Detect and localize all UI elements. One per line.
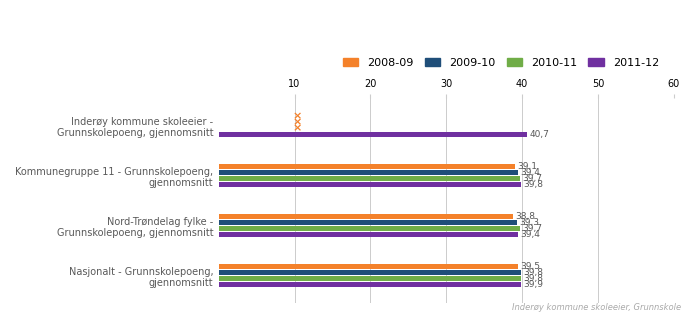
Text: 38,8: 38,8 — [515, 212, 535, 221]
Text: 39,5: 39,5 — [521, 262, 541, 271]
Text: 39,4: 39,4 — [520, 230, 540, 239]
Bar — [219, 264, 518, 269]
Text: ×: × — [292, 124, 302, 134]
Bar — [219, 164, 515, 169]
Bar — [219, 276, 521, 281]
Text: 39,1: 39,1 — [518, 162, 538, 171]
Text: 39,8: 39,8 — [523, 274, 543, 283]
Text: 39,8: 39,8 — [523, 180, 543, 189]
Bar — [219, 132, 528, 137]
Bar — [219, 226, 520, 231]
Bar — [219, 232, 518, 237]
Bar — [219, 182, 521, 187]
Legend: 2008-09, 2009-10, 2010-11, 2011-12: 2008-09, 2009-10, 2010-11, 2011-12 — [343, 58, 659, 68]
Text: 39,4: 39,4 — [520, 168, 540, 177]
Bar — [219, 220, 517, 225]
Text: Inderøy kommune skoleeier, Grunnskole: Inderøy kommune skoleeier, Grunnskole — [512, 303, 681, 312]
Text: 39,8: 39,8 — [523, 268, 543, 277]
Bar — [219, 270, 521, 275]
Bar — [219, 176, 520, 181]
Bar — [219, 214, 513, 219]
Text: ×: × — [292, 112, 302, 121]
Text: 39,9: 39,9 — [523, 280, 543, 289]
Text: 39,3: 39,3 — [519, 218, 539, 227]
Text: 39,7: 39,7 — [522, 224, 542, 233]
Text: 40,7: 40,7 — [530, 130, 550, 139]
Text: ×: × — [292, 118, 302, 128]
Bar — [219, 282, 521, 287]
Text: 39,7: 39,7 — [522, 174, 542, 183]
Bar — [219, 170, 518, 175]
